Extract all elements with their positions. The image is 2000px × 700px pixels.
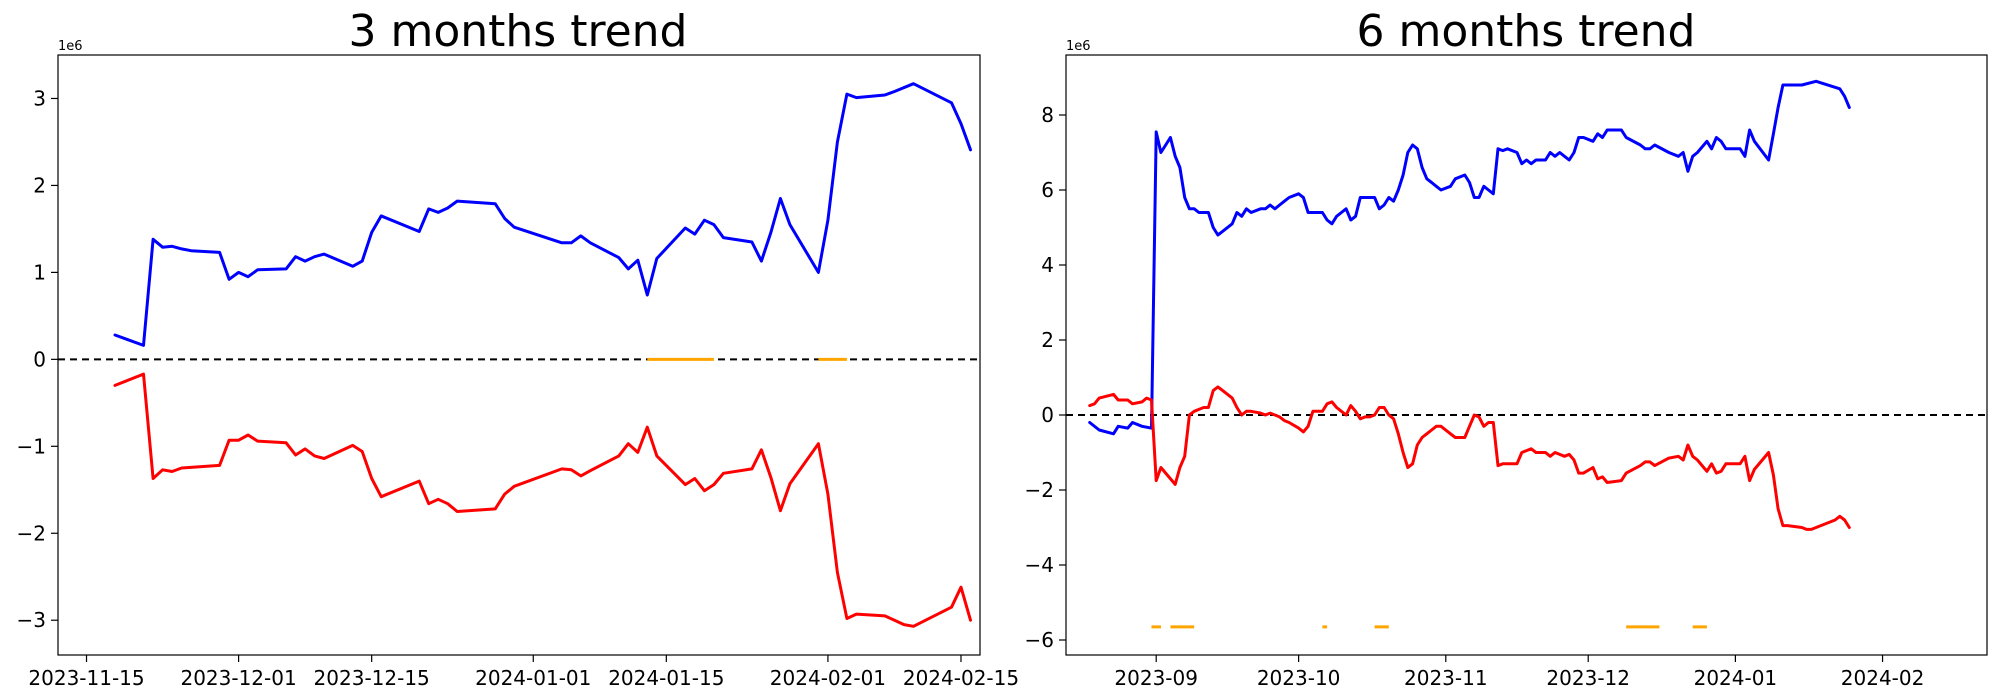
y-tick-label: 8 xyxy=(1041,103,1054,127)
y-offset-label: 1e6 xyxy=(1066,39,1091,54)
plot-frame xyxy=(1065,54,1988,656)
y-tick-label: −2 xyxy=(17,521,46,545)
y-tick-label: 1 xyxy=(33,260,46,284)
chart-3-months: 3 months trend 1e6 −3 −2 −1 0 1 2 3 2023-11-15 2… xyxy=(17,6,1020,690)
y-offset-label: 1e6 xyxy=(58,39,83,54)
x-tick-label: 2023-12 xyxy=(1546,666,1630,690)
x-tick-label: 2024-01-01 xyxy=(475,666,591,690)
x-tick-label: 2024-02-01 xyxy=(770,666,886,690)
series-line-blue xyxy=(113,82,972,347)
plot-frame xyxy=(57,54,981,656)
series-line-blue xyxy=(1088,79,1851,436)
x-tick-label: 2023-12-15 xyxy=(314,666,430,690)
x-tick-label: 2023-11 xyxy=(1404,666,1488,690)
chart-6-months: 6 months trend 1e6 −6 −4 −2 0 2 4 6 8 2023-09 202… xyxy=(1025,6,1988,690)
x-tick-label: 2024-02-15 xyxy=(903,666,1019,690)
x-tick-label: 2023-11-15 xyxy=(28,666,144,690)
series-line-red xyxy=(1088,385,1851,531)
y-tick-label: 2 xyxy=(1041,328,1054,352)
y-tick-label: −6 xyxy=(1025,628,1054,652)
y-tick-label: 0 xyxy=(33,347,46,371)
y-tick-label: 4 xyxy=(1041,253,1054,277)
y-tick-label: 2 xyxy=(33,173,46,197)
x-tick-label: 2024-01 xyxy=(1694,666,1778,690)
y-tick-label: −1 xyxy=(17,434,46,458)
x-tick-label: 2023-10 xyxy=(1257,666,1341,690)
y-tick-label: 6 xyxy=(1041,178,1054,202)
y-tick-label: −2 xyxy=(1025,478,1054,502)
chart-title: 6 months trend xyxy=(1357,6,1696,57)
y-tick-label: −3 xyxy=(17,608,46,632)
chart-title: 3 months trend xyxy=(349,6,688,57)
x-tick-label: 2023-12-01 xyxy=(180,666,296,690)
y-tick-label: −4 xyxy=(1025,553,1054,577)
y-tick-label: 3 xyxy=(33,86,46,110)
x-tick-label: 2024-01-15 xyxy=(608,666,724,690)
x-tick-label: 2023-09 xyxy=(1114,666,1198,690)
series-line-red xyxy=(113,372,972,628)
x-tick-label: 2024-02 xyxy=(1841,666,1925,690)
y-tick-label: 0 xyxy=(1041,403,1054,427)
